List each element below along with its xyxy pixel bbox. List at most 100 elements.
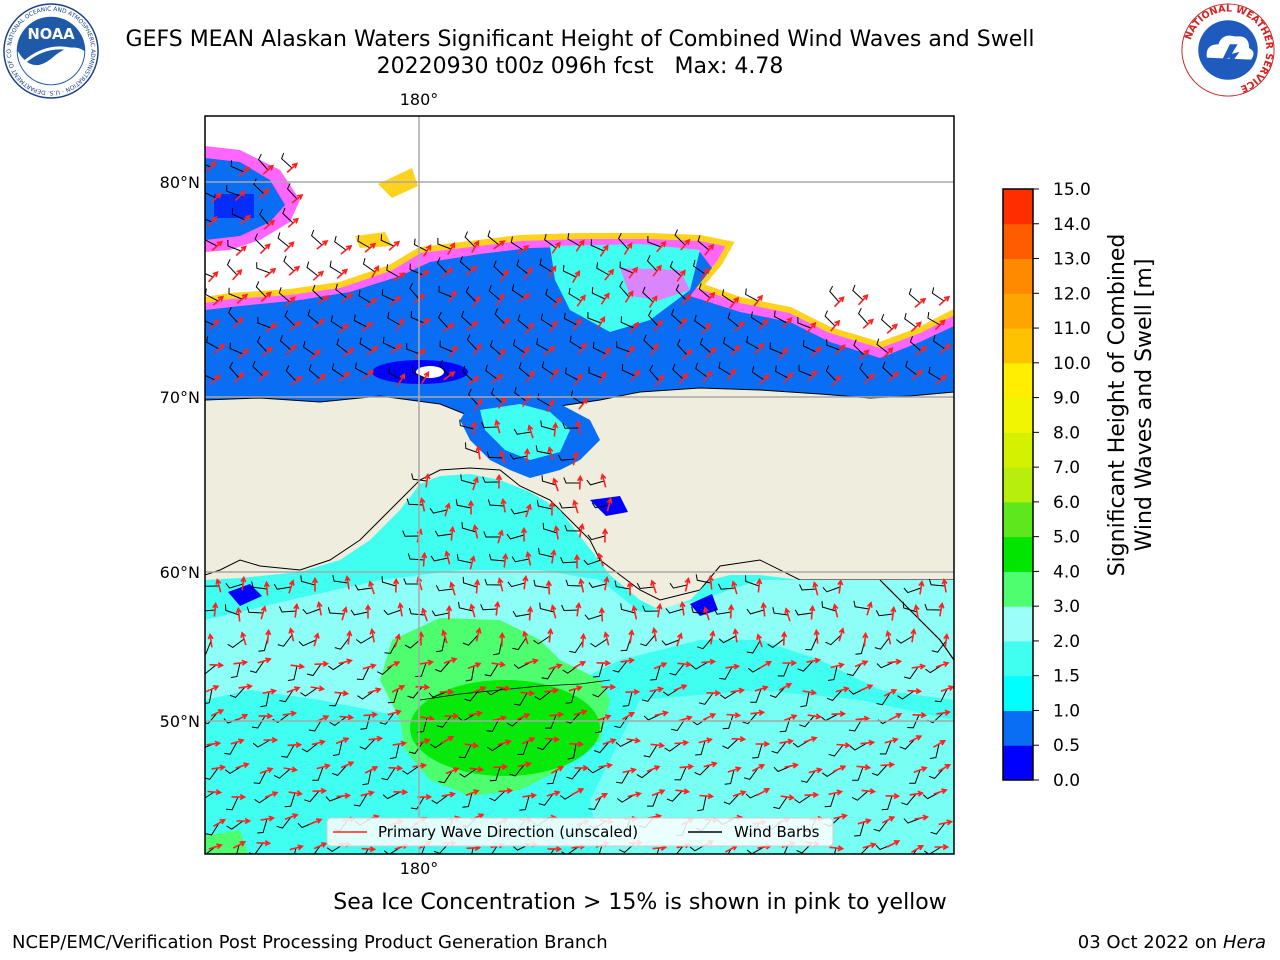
wave-arrow xyxy=(731,580,738,595)
wind-barb xyxy=(228,306,239,324)
wave-arrow xyxy=(601,347,611,360)
wind-barb xyxy=(797,660,814,672)
wave-arrow xyxy=(807,369,818,382)
wind-barb xyxy=(538,547,554,558)
wave-arrow xyxy=(415,684,431,691)
wave-arrow xyxy=(546,398,555,413)
wave-arrow xyxy=(597,552,604,567)
wind-barb xyxy=(671,308,683,325)
wave-arrow xyxy=(285,344,297,356)
wind-barb xyxy=(777,662,790,677)
aleutian-chain xyxy=(419,679,611,701)
wave-arrow xyxy=(397,372,406,387)
wind-barb xyxy=(383,609,402,616)
wave-arrow xyxy=(500,497,507,513)
wind-barb xyxy=(464,231,476,248)
wind-barb xyxy=(643,744,658,758)
wind-barb xyxy=(932,334,946,350)
wave-arrow xyxy=(363,711,379,718)
map-frame xyxy=(204,115,955,855)
wave-arrow xyxy=(937,763,952,772)
wave-arrow xyxy=(420,715,436,722)
wind-barb xyxy=(539,602,555,613)
wind-barb xyxy=(593,662,604,678)
wind-barb xyxy=(922,791,941,800)
wind-barb xyxy=(488,553,506,562)
wind-barb xyxy=(230,662,241,678)
wave-arrow xyxy=(646,765,661,773)
wave-arrow xyxy=(338,371,351,382)
wave-arrow xyxy=(396,317,405,332)
wave-arrow xyxy=(574,764,590,772)
wave-arrow xyxy=(682,348,693,361)
wind-barb xyxy=(313,845,321,854)
wind-barb xyxy=(876,338,889,354)
wave-arrow xyxy=(469,766,485,773)
wind-barb xyxy=(465,286,477,303)
wave-arrow xyxy=(311,576,319,592)
wave-arrow xyxy=(502,552,509,568)
wave-arrow xyxy=(260,605,267,620)
wind-barb xyxy=(903,587,922,594)
wind-barb xyxy=(675,845,684,854)
colorbar-tick-label: 2.0 xyxy=(1053,632,1080,652)
wave-arrow xyxy=(858,293,869,306)
wind-barb xyxy=(413,238,428,252)
wave-arrow xyxy=(756,577,763,593)
wave-arrow xyxy=(232,841,247,849)
lat-label-60n: 60°N xyxy=(160,563,200,582)
wave-arrow xyxy=(239,214,252,225)
wind-barb xyxy=(620,316,635,329)
wind-barb xyxy=(871,764,888,776)
wave-arrow xyxy=(602,738,617,746)
wind-barb xyxy=(489,790,506,802)
wave-arrow xyxy=(702,370,712,383)
wave-arrow xyxy=(525,370,535,383)
wave-arrow xyxy=(439,688,455,696)
wave-arrow xyxy=(706,690,722,697)
colorbar-tick-label: 15.0 xyxy=(1053,180,1091,200)
wind-barb xyxy=(905,360,918,376)
wind-barb xyxy=(538,793,554,806)
wind-barb xyxy=(387,312,401,326)
wind-barb xyxy=(873,819,889,832)
wind-barb xyxy=(484,663,499,677)
wave-arrow xyxy=(492,715,507,722)
wave-arrow xyxy=(784,607,791,622)
wave-arrow xyxy=(525,550,532,566)
wind-barb xyxy=(882,361,894,378)
wind-barb xyxy=(720,690,738,700)
wave-arrow xyxy=(418,318,431,328)
wave-arrow xyxy=(497,347,506,362)
wave-arrow xyxy=(551,241,561,254)
colorbar-segment xyxy=(1003,640,1033,677)
wind-barb xyxy=(656,847,660,854)
wind-barb xyxy=(666,790,683,802)
wind-barb xyxy=(927,312,941,326)
wind-barb xyxy=(647,792,659,807)
wind-barb xyxy=(821,601,837,612)
wave-arrow xyxy=(703,606,710,621)
wave-arrow xyxy=(472,294,481,309)
wind-barb xyxy=(402,530,420,537)
wave-arrow xyxy=(863,373,876,384)
wind-barb xyxy=(825,365,837,382)
wind-barb xyxy=(854,821,865,837)
wave-arrow xyxy=(316,600,323,616)
wind-barb xyxy=(769,686,786,698)
wind-barb xyxy=(277,634,293,647)
wave-arrow xyxy=(393,577,400,593)
colorbar-tick-label: 10.0 xyxy=(1053,354,1091,374)
colorbar-tick-label: 7.0 xyxy=(1053,458,1080,478)
wave-arrow xyxy=(858,349,870,361)
wind-barb xyxy=(690,661,709,670)
wave-arrow xyxy=(464,742,480,749)
wind-barb xyxy=(767,638,785,649)
wave-arrow xyxy=(651,789,666,797)
wind-barb xyxy=(229,686,246,698)
wind-barb xyxy=(429,507,448,514)
wave-arrow xyxy=(233,659,249,666)
wind-barb xyxy=(311,229,323,246)
wind-barb xyxy=(484,578,502,586)
wind-barb xyxy=(306,663,322,677)
